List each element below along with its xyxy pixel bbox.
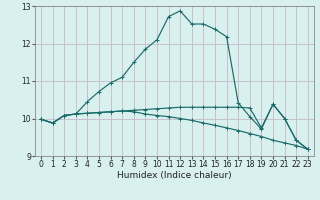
X-axis label: Humidex (Indice chaleur): Humidex (Indice chaleur) <box>117 171 232 180</box>
